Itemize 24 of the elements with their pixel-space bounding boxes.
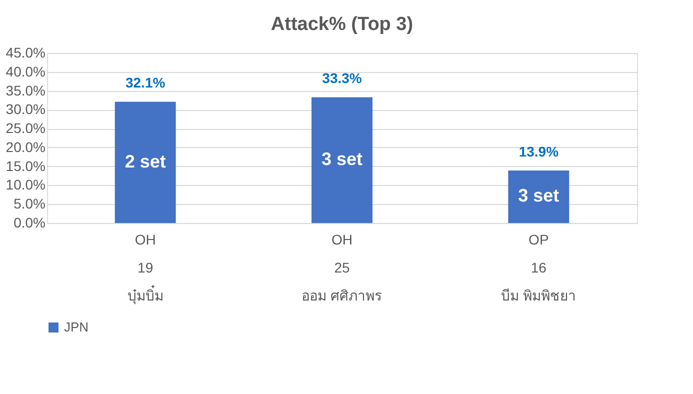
chart-title: Attack% (Top 3): [270, 14, 414, 35]
annotation: 2 set: [124, 151, 166, 172]
y-tick-label: 30.0%: [6, 101, 46, 118]
y-tick-label: 45.0%: [6, 44, 46, 60]
y-tick-label: 5.0%: [14, 196, 46, 212]
data-label: 33.3%: [322, 70, 362, 86]
y-tick-label: 10.0%: [6, 176, 46, 193]
y-tick-label: 20.0%: [6, 138, 46, 155]
y-tick-label: 40.0%: [6, 63, 46, 80]
y-tick-label: 35.0%: [6, 82, 46, 98]
data-label: 32.1%: [125, 74, 166, 91]
legend-label: JPN: [64, 320, 89, 334]
x-tick-label: OH 25 ออม ศศิภาพร: [302, 232, 382, 304]
bar: [508, 170, 570, 223]
bar: [312, 97, 372, 223]
x-tick-label: OH 19 บุ๋มบิ๋ม: [127, 232, 164, 304]
bar: [114, 102, 176, 223]
annotation: 3 set: [518, 186, 560, 206]
y-tick-label: 0.0%: [14, 214, 46, 230]
y-tick-label: 25.0%: [6, 120, 46, 136]
y-tick-label: 15.0%: [6, 158, 46, 174]
x-tick-label: OP 16 บีม พิมพิชยา: [501, 232, 576, 304]
annotation: 3 set: [321, 149, 363, 170]
data-label: 13.9%: [518, 143, 560, 160]
